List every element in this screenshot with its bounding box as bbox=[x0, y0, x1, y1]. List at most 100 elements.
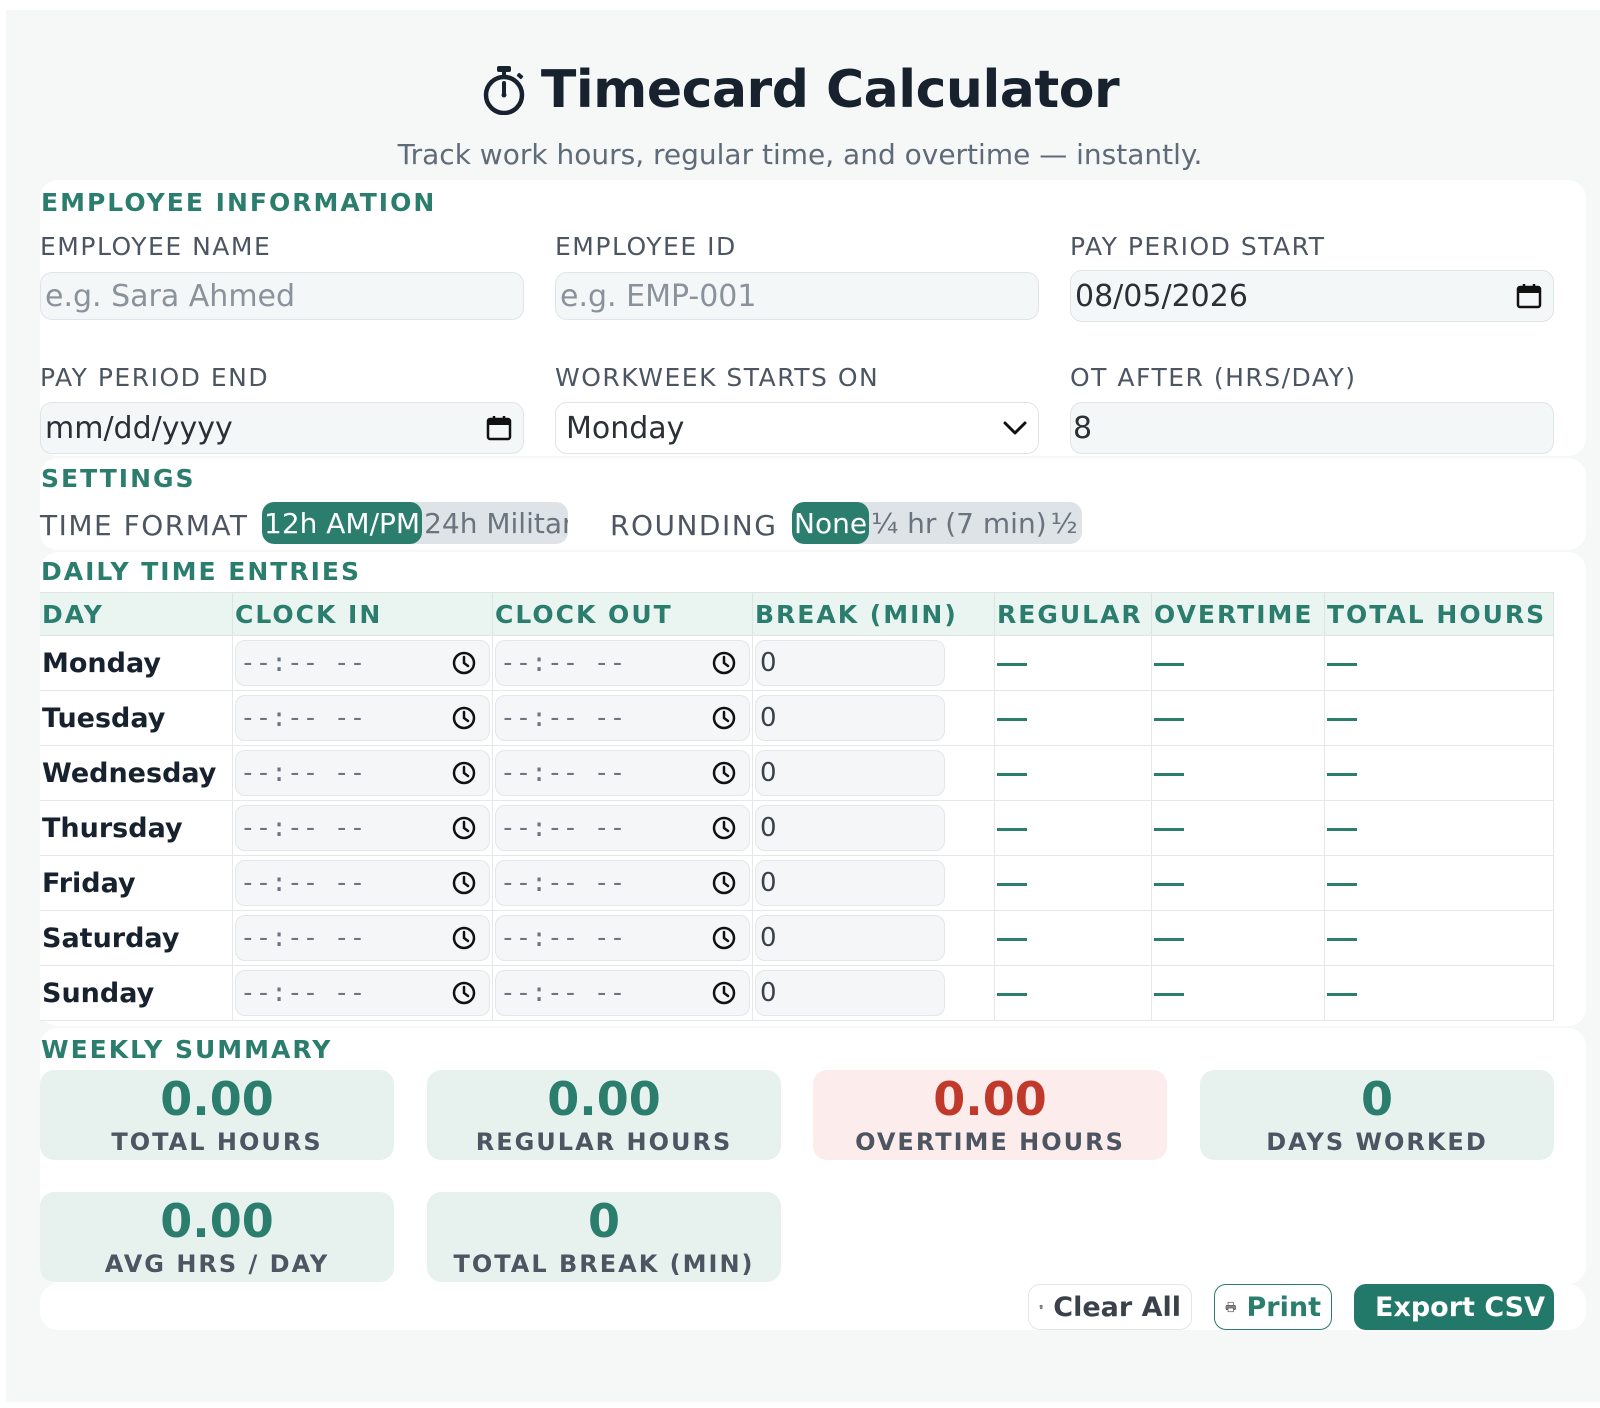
stat-days-worked: 0 DAYS WORKED bbox=[1200, 1070, 1554, 1160]
export-csv-button[interactable]: Export CSV bbox=[1354, 1284, 1554, 1330]
stat-days-worked-label: DAYS WORKED bbox=[1266, 1128, 1488, 1156]
break-cell: 0 bbox=[752, 635, 995, 691]
day-cell: Monday bbox=[40, 635, 233, 691]
total-hours-cell bbox=[1324, 745, 1554, 801]
employee-section-title: EMPLOYEE INFORMATION bbox=[41, 188, 437, 217]
employee-name-input[interactable]: e.g. Sara Ahmed bbox=[40, 272, 524, 320]
clock-out-input[interactable]: --:-- -- bbox=[495, 695, 750, 741]
empty-dash bbox=[997, 827, 1027, 831]
clock-in-input[interactable]: --:-- -- bbox=[235, 640, 490, 686]
clock-in-placeholder: --:-- -- bbox=[240, 978, 366, 1008]
clock-in-input[interactable]: --:-- -- bbox=[235, 860, 490, 906]
clock-icon[interactable] bbox=[711, 705, 737, 731]
pay-period-end-input[interactable]: mm/dd/yyyy bbox=[40, 402, 524, 454]
rounding-option-half[interactable]: ½ hr bbox=[1050, 506, 1082, 540]
clock-out-placeholder: --:-- -- bbox=[500, 868, 626, 898]
time-format-option-24h[interactable]: 24h Military bbox=[424, 506, 568, 540]
clock-in-placeholder: --:-- -- bbox=[240, 813, 366, 843]
clock-out-input[interactable]: --:-- -- bbox=[495, 915, 750, 961]
overtime-cell bbox=[1151, 965, 1325, 1021]
break-input[interactable]: 0 bbox=[755, 750, 945, 796]
break-input[interactable]: 0 bbox=[755, 695, 945, 741]
day-cell: Wednesday bbox=[40, 745, 233, 801]
clock-icon[interactable] bbox=[451, 650, 477, 676]
clock-icon[interactable] bbox=[711, 760, 737, 786]
empty-dash bbox=[1327, 827, 1357, 831]
empty-dash bbox=[1154, 662, 1184, 666]
stat-total-break-value: 0 bbox=[587, 1194, 620, 1248]
total-hours-cell bbox=[1324, 800, 1554, 856]
clock-out-input[interactable]: --:-- -- bbox=[495, 640, 750, 686]
break-input[interactable]: 0 bbox=[755, 640, 945, 686]
column-header-overtime: OVERTIME bbox=[1151, 592, 1325, 636]
clock-in-input[interactable]: --:-- -- bbox=[235, 915, 490, 961]
rounding-toggle: None ¼ hr (7 min) ½ hr bbox=[792, 502, 1082, 544]
break-input[interactable]: 0 bbox=[755, 970, 945, 1016]
clock-in-input[interactable]: --:-- -- bbox=[235, 970, 490, 1016]
break-cell: 0 bbox=[752, 910, 995, 966]
break-cell: 0 bbox=[752, 965, 995, 1021]
table-row: Friday --:-- -- --:-- -- 0 bbox=[40, 855, 1554, 911]
employee-id-input[interactable]: e.g. EMP-001 bbox=[555, 272, 1039, 320]
empty-dash bbox=[997, 717, 1027, 721]
calendar-icon[interactable] bbox=[1515, 282, 1543, 310]
clock-out-placeholder: --:-- -- bbox=[500, 703, 626, 733]
stat-overtime-hours-value: 0.00 bbox=[933, 1072, 1047, 1126]
break-input[interactable]: 0 bbox=[755, 915, 945, 961]
rounding-option-quarter[interactable]: ¼ hr (7 min) bbox=[871, 506, 1047, 540]
column-header-total-hours: TOTAL HOURS bbox=[1324, 592, 1554, 636]
column-header-clock-out: CLOCK OUT bbox=[492, 592, 753, 636]
clock-in-input[interactable]: --:-- -- bbox=[235, 695, 490, 741]
summary-section-title: WEEKLY SUMMARY bbox=[41, 1035, 333, 1064]
print-label: Print bbox=[1246, 1291, 1322, 1323]
pay-period-end-placeholder: mm/dd/yyyy bbox=[45, 410, 233, 446]
column-header-regular: REGULAR bbox=[994, 592, 1152, 636]
break-input[interactable]: 0 bbox=[755, 805, 945, 851]
ot-after-input[interactable]: 8 bbox=[1070, 402, 1554, 454]
clock-icon[interactable] bbox=[451, 980, 477, 1006]
clear-all-button[interactable]: Clear All bbox=[1028, 1284, 1192, 1330]
time-format-option-12h[interactable]: 12h AM/PM bbox=[262, 502, 423, 544]
stat-regular-hours: 0.00 REGULAR HOURS bbox=[427, 1070, 781, 1160]
clock-out-placeholder: --:-- -- bbox=[500, 648, 626, 678]
stopwatch-icon bbox=[483, 66, 525, 115]
clock-in-input[interactable]: --:-- -- bbox=[235, 805, 490, 851]
clock-icon[interactable] bbox=[451, 760, 477, 786]
rounding-option-none[interactable]: None bbox=[792, 502, 870, 544]
clock-out-input[interactable]: --:-- -- bbox=[495, 805, 750, 851]
workweek-start-select[interactable]: Monday bbox=[555, 402, 1039, 454]
overtime-cell bbox=[1151, 855, 1325, 911]
stat-total-hours-value: 0.00 bbox=[160, 1072, 274, 1126]
pay-period-start-value: 08/05/2026 bbox=[1075, 278, 1248, 314]
clock-icon[interactable] bbox=[451, 870, 477, 896]
break-value: 0 bbox=[760, 978, 777, 1008]
ot-after-value: 8 bbox=[1073, 410, 1093, 446]
pay-period-start-input[interactable]: 08/05/2026 bbox=[1070, 270, 1554, 322]
clock-icon[interactable] bbox=[451, 925, 477, 951]
clock-icon[interactable] bbox=[451, 815, 477, 841]
total-hours-cell bbox=[1324, 965, 1554, 1021]
clock-icon[interactable] bbox=[451, 705, 477, 731]
clock-icon[interactable] bbox=[711, 925, 737, 951]
clock-out-input[interactable]: --:-- -- bbox=[495, 750, 750, 796]
break-cell: 0 bbox=[752, 855, 995, 911]
clock-icon[interactable] bbox=[711, 870, 737, 896]
clock-in-input[interactable]: --:-- -- bbox=[235, 750, 490, 796]
settings-section-title: SETTINGS bbox=[41, 464, 196, 493]
calendar-icon[interactable] bbox=[485, 414, 513, 442]
print-button[interactable]: Print bbox=[1214, 1284, 1332, 1330]
clock-out-input[interactable]: --:-- -- bbox=[495, 970, 750, 1016]
clock-out-placeholder: --:-- -- bbox=[500, 923, 626, 953]
break-value: 0 bbox=[760, 923, 777, 953]
stat-days-worked-value: 0 bbox=[1360, 1072, 1393, 1126]
day-cell: Saturday bbox=[40, 910, 233, 966]
workweek-start-value: Monday bbox=[566, 410, 685, 446]
regular-cell bbox=[994, 855, 1152, 911]
clock-icon[interactable] bbox=[711, 980, 737, 1006]
clock-out-input[interactable]: --:-- -- bbox=[495, 860, 750, 906]
regular-cell bbox=[994, 965, 1152, 1021]
break-input[interactable]: 0 bbox=[755, 860, 945, 906]
clock-icon[interactable] bbox=[711, 650, 737, 676]
empty-dash bbox=[1154, 882, 1184, 886]
clock-icon[interactable] bbox=[711, 815, 737, 841]
